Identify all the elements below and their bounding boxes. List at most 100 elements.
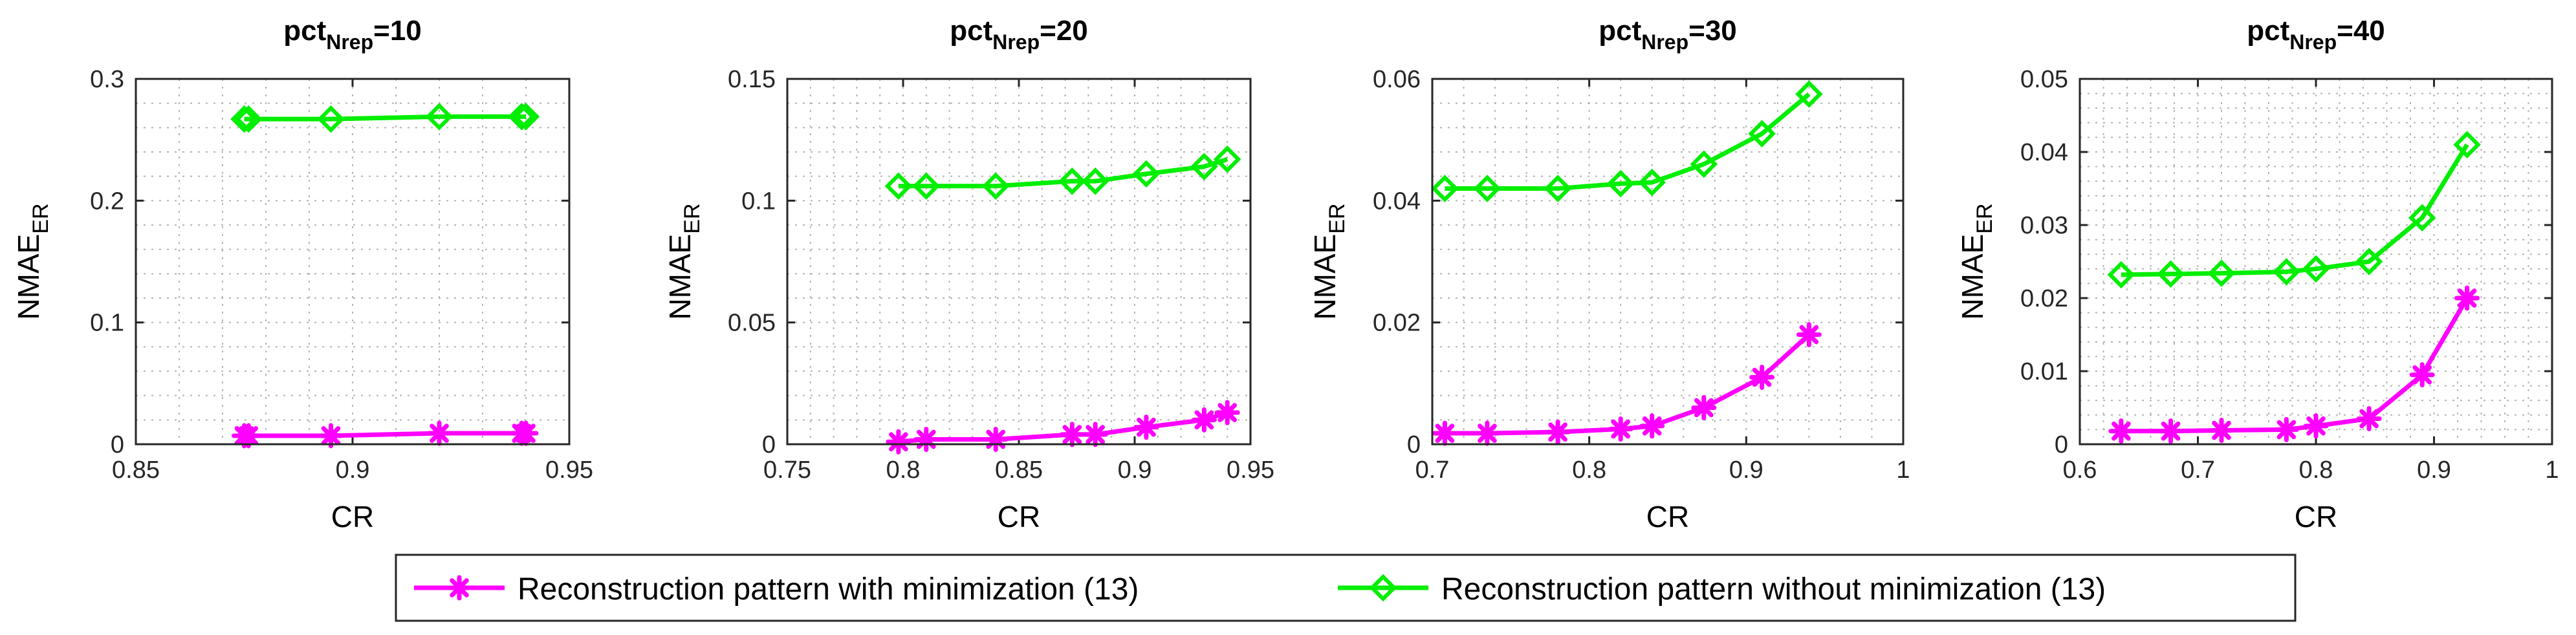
data-point-with-minimization-core [2282, 425, 2291, 435]
data-point-with-minimization-core [2364, 414, 2374, 424]
x-tick-label: 0.9 [1729, 457, 1763, 484]
plot-area [1432, 79, 1903, 444]
y-tick-label: 0.1 [741, 188, 776, 215]
x-tick-label: 0.85 [112, 457, 160, 484]
x-axis-label: CR [2295, 500, 2337, 533]
x-axis-label: CR [1646, 500, 1689, 533]
legend-label-without-minimization: Reconstruction pattern without minimizat… [1441, 572, 2106, 607]
y-tick-label: 0.05 [2020, 66, 2068, 93]
legend-label-with-minimization: Reconstruction pattern with minimization… [518, 572, 1139, 607]
y-tick-label: 0.3 [90, 66, 124, 93]
series-with-minimization [1432, 322, 1822, 446]
data-point-with-minimization-core [2166, 426, 2176, 436]
legend-marker-without-minimization [1369, 574, 1397, 602]
grid-lines [2080, 79, 2552, 444]
data-point-with-minimization-core [1616, 424, 1626, 434]
y-tick-label: 0.05 [728, 310, 776, 337]
subplot-1: 0.85 0.9 0.95 0 0.1 0.2 0.3 pctNrep=10 CR NMAEER [12, 15, 593, 533]
data-point-without-minimization [2355, 248, 2383, 275]
data-point-with-minimization-core [1067, 429, 1077, 439]
y-tick-label: 0.02 [2020, 285, 2068, 312]
y-tick-label: 0.02 [1373, 310, 1421, 337]
data-point-with-minimization-core [2462, 294, 2472, 303]
data-point-with-minimization-core [244, 431, 254, 440]
data-point-without-minimization [317, 105, 345, 133]
y-axis-label: NMAEER [12, 203, 53, 319]
data-point-with-minimization-core [1440, 429, 1450, 438]
legend-star-icon-core [455, 583, 464, 592]
series-line-with-minimization [244, 431, 526, 438]
x-tick-label: 0.95 [1227, 457, 1274, 484]
y-tick-label: 0 [111, 431, 124, 458]
x-tick-label: 0.85 [995, 457, 1043, 484]
data-point-without-minimization [1690, 150, 1718, 178]
data-point-without-minimization [2453, 131, 2481, 158]
data-point-without-minimization [1213, 145, 1241, 173]
data-point-with-minimization-core [991, 435, 1001, 444]
data-point-without-minimization [2408, 204, 2436, 231]
axes-frame [135, 78, 571, 446]
y-tick-label: 0.15 [728, 66, 776, 93]
data-point-without-minimization [2273, 258, 2300, 286]
data-point-with-minimization-core [1647, 421, 1657, 431]
series-with-minimization [886, 400, 1240, 455]
grid-lines [136, 79, 569, 444]
data-point-without-minimization [2207, 259, 2236, 287]
subplot-4: 0.6 0.7 0.8 0.9 1 0 0.01 0.02 0.03 0.04 0.05 pctNre… [1956, 15, 2559, 533]
axes-frame [2079, 78, 2553, 446]
legend-diamond-icon [1369, 574, 1397, 602]
axes-frame [1431, 78, 1905, 446]
data-point-with-minimization-core [1091, 429, 1100, 439]
data-point-without-minimization [1132, 160, 1161, 188]
subplot-title: pctNrep=30 [1599, 15, 1737, 54]
data-point-without-minimization [1058, 167, 1086, 195]
data-point-with-minimization-core [2418, 370, 2427, 380]
x-tick-label: 0.9 [1118, 457, 1152, 484]
series-with-minimization [2108, 285, 2480, 444]
data-point-with-minimization-core [1804, 330, 1814, 339]
grid-lines [1432, 79, 1903, 444]
y-tick-label: 0.03 [2020, 212, 2068, 239]
data-point-without-minimization [512, 103, 540, 131]
subplot-3: 0.7 0.8 0.9 1 0 0.02 0.04 0.06 pctNrep=30 CR NMAEE… [1308, 15, 1910, 533]
subplots-group: 0.85 0.9 0.95 0 0.1 0.2 0.3 pctNrep=10 CR NMAEER 0… [12, 15, 2559, 533]
x-axis-label: CR [998, 500, 1040, 533]
data-point-with-minimization-core [326, 431, 336, 440]
data-point-without-minimization [2107, 261, 2135, 289]
data-point-with-minimization-core [2116, 426, 2126, 436]
data-point-without-minimization [508, 103, 536, 131]
data-point-with-minimization-core [435, 429, 444, 438]
data-point-with-minimization-core [1757, 372, 1767, 382]
series-without-minimization [2107, 131, 2481, 289]
data-point-without-minimization [2157, 260, 2185, 288]
series-with-minimization [232, 420, 539, 449]
y-tick-label: 0.06 [1373, 66, 1421, 93]
data-point-with-minimization-core [1553, 427, 1563, 437]
y-tick-label: 0 [1407, 431, 1421, 458]
subplot-2: 0.75 0.8 0.85 0.9 0.95 0 0.05 0.1 0.15 pctNrep=20… [663, 15, 1274, 533]
y-tick-label: 0.01 [2020, 358, 2068, 385]
data-point-with-minimization-core [921, 435, 931, 444]
grid-lines [787, 79, 1250, 444]
y-axis-label: NMAEER [1956, 203, 1997, 319]
subplot-title: pctNrep=20 [950, 15, 1088, 54]
data-point-with-minimization-core [1482, 429, 1492, 438]
subplot-title: pctNrep=10 [283, 15, 422, 54]
y-tick-label: 0 [762, 431, 776, 458]
x-tick-label: 0.9 [336, 457, 370, 484]
series-without-minimization [230, 103, 540, 133]
x-tick-label: 0.7 [1415, 457, 1450, 484]
data-point-without-minimization [1748, 120, 1776, 147]
x-tick-label: 0.9 [2417, 457, 2451, 484]
y-tick-label: 0.2 [90, 188, 124, 215]
data-point-without-minimization [884, 172, 913, 200]
x-axis-label: CR [331, 500, 374, 533]
data-point-without-minimization [234, 105, 263, 133]
data-point-without-minimization [981, 172, 1010, 200]
y-tick-label: 0.1 [90, 310, 124, 337]
series-without-minimization [1431, 80, 1823, 202]
data-point-without-minimization [1606, 169, 1635, 198]
data-point-without-minimization [1638, 168, 1666, 197]
data-point-without-minimization [230, 105, 258, 133]
